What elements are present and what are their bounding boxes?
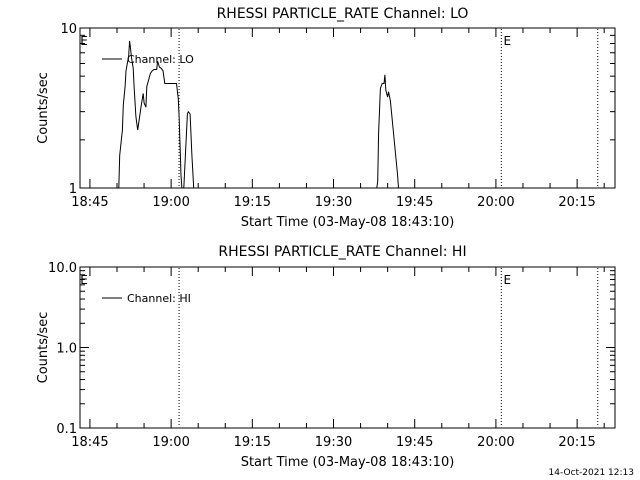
legend-label: Channel: LO	[127, 53, 194, 66]
plot-frame	[79, 27, 616, 189]
y-tick-label: 0.1	[56, 422, 77, 437]
chart-panel-1: RHESSI PARTICLE_RATE Channel: LO 1 10 Count…	[36, 6, 616, 230]
y-tick-label: 10	[60, 22, 77, 37]
x-tick-label: 19:45	[396, 435, 433, 450]
event-marker-label: E	[504, 34, 512, 48]
y-tick-label: 1.0	[56, 342, 77, 357]
x-tick-label: 20:15	[558, 435, 595, 450]
x-tick-label: 19:30	[315, 195, 352, 210]
x-tick-label: 19:45	[396, 195, 433, 210]
x-tick-label: 19:15	[234, 195, 271, 210]
x-axis-label: Start Time (03-May-08 18:43:10)	[241, 455, 455, 470]
event-marker-label: E	[80, 273, 88, 287]
y-axis-label: Counts/sec	[36, 312, 51, 384]
x-tick-label: 19:15	[234, 435, 271, 450]
x-tick-label: 20:00	[477, 435, 514, 450]
x-tick-label: 19:00	[152, 195, 189, 210]
series-line	[112, 40, 399, 189]
y-tick-label: 10.0	[48, 261, 77, 276]
x-axis-label: Start Time (03-May-08 18:43:10)	[241, 215, 455, 230]
event-marker-label: E	[80, 34, 88, 48]
timestamp: 14-Oct-2021 12:13	[548, 468, 634, 478]
x-tick-label: 19:30	[315, 435, 352, 450]
legend-label: Channel: HI	[127, 292, 191, 305]
chart-title: RHESSI PARTICLE_RATE Channel: HI	[218, 244, 466, 260]
x-tick-label: 18:45	[71, 195, 108, 210]
x-tick-label: 19:00	[152, 435, 189, 450]
y-tick-label: 1	[69, 182, 77, 197]
x-tick-label: 20:00	[477, 195, 514, 210]
event-marker-label: E	[504, 273, 512, 287]
x-tick-label: 18:45	[71, 435, 108, 450]
chart-title: RHESSI PARTICLE_RATE Channel: LO	[217, 6, 469, 22]
x-tick-label: 20:15	[558, 195, 595, 210]
y-axis-label: Counts/sec	[36, 72, 51, 144]
chart-panel-2: RHESSI PARTICLE_RATE Channel: HI 0.1 1.0 10…	[36, 244, 616, 470]
